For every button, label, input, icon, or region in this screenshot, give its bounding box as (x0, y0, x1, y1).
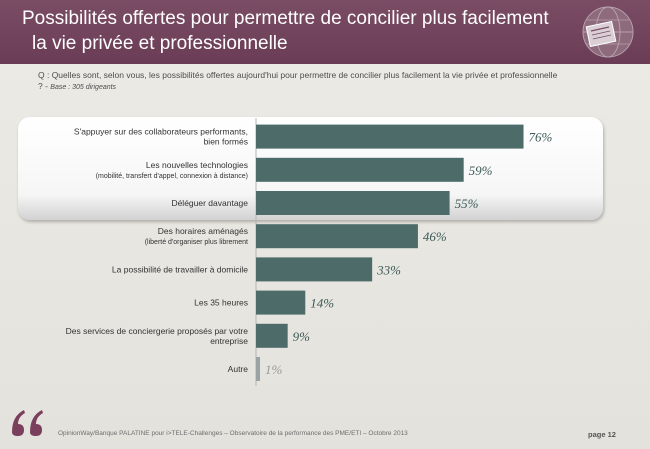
page-number: page 12 (588, 430, 616, 439)
chart-value-label: 55% (455, 196, 479, 211)
question-base: Base : 305 dirigeants (50, 84, 117, 91)
footer-source: OpinionWay/Banque PALATINE pour i>TELE-C… (58, 430, 408, 437)
title-banner: Possibilités offertes pour permettre de … (0, 0, 650, 64)
chart-value-label: 59% (469, 163, 493, 178)
chart-value-label: 76% (529, 130, 553, 145)
chart-bar (256, 257, 373, 282)
chart-bar (256, 191, 450, 215)
chart-category-label: Autre (228, 364, 249, 374)
chart-category-label: (mobilité, transfert d'appel, connexion … (96, 173, 248, 180)
chart-category-label: Les 35 heures (194, 298, 248, 308)
chart-category-label: S'appuyer sur des collaborateurs perform… (74, 127, 248, 137)
chart-category-label: (liberté d'organiser plus librement (145, 239, 248, 246)
title-line-2: la vie privée et professionnelle (32, 33, 288, 54)
chart-bar (256, 357, 260, 381)
chart-value-label: 33% (376, 262, 401, 277)
title-line-1: Possibilités offertes pour permettre de … (22, 8, 549, 29)
chart-bar (256, 323, 288, 348)
chart-bar (256, 157, 464, 182)
chart-category-label: Déléguer davantage (171, 198, 248, 208)
chart-category-label: Les nouvelles technologies (146, 160, 248, 170)
question-text: Q : Quelles sont, selon vous, les possib… (38, 70, 558, 91)
chart-category-label: bien formés (204, 137, 248, 147)
chart-category-label: Des horaires aménagés (158, 226, 248, 236)
chart-category-label: La possibilité de travailler à domicile (112, 264, 248, 274)
chart-category-label: entreprise (210, 336, 248, 346)
chart-value-label: 9% (293, 329, 311, 344)
survey-question: Q : Quelles sont, selon vous, les possib… (38, 70, 558, 93)
chart-bar (256, 224, 418, 249)
newspaper-globe-icon (582, 6, 634, 58)
quote-mark-icon (12, 410, 43, 436)
chart-value-label: 1% (265, 362, 283, 377)
chart-bar (256, 290, 306, 315)
page-title: Possibilités offertes pour permettre de … (22, 6, 562, 56)
chart-category-label: Des services de conciergerie proposés pa… (66, 326, 249, 336)
chart-value-label: 46% (423, 229, 447, 244)
chart-value-label: 14% (310, 296, 334, 311)
chart-bar (256, 124, 524, 149)
